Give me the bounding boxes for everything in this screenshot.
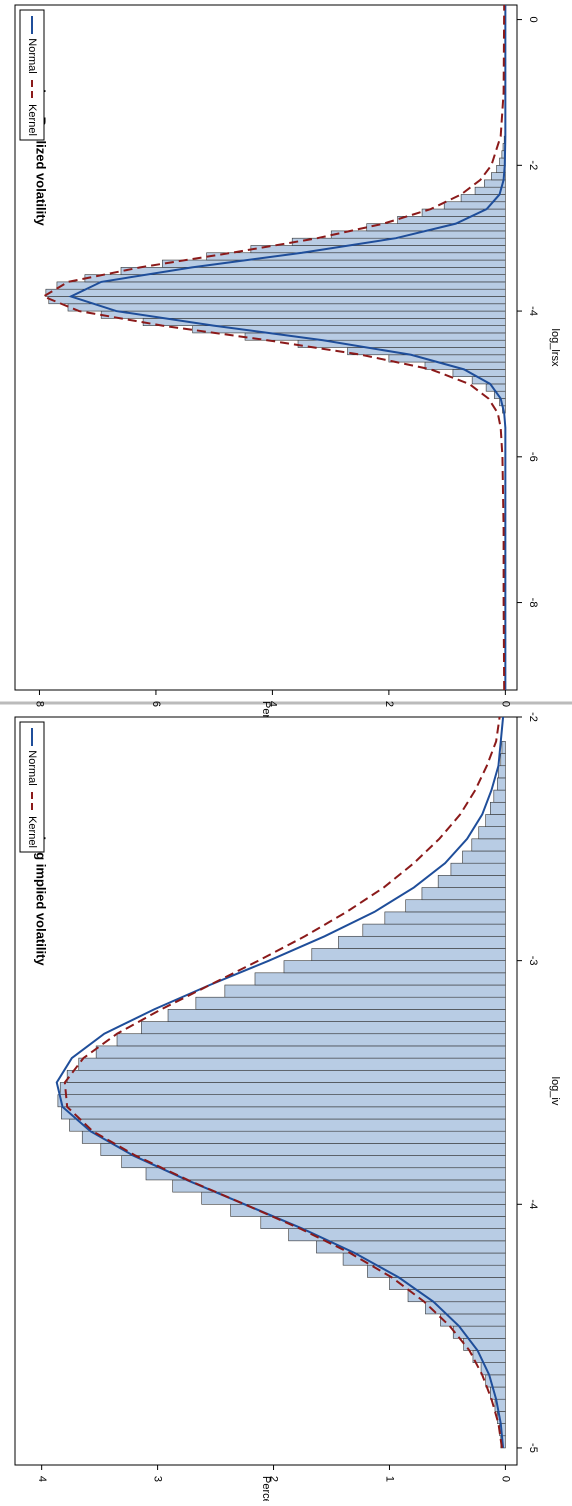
x-axis-label: log_lrsx	[549, 329, 561, 367]
x-tick-label: -6	[527, 452, 539, 462]
y-tick-label: 8	[34, 701, 46, 707]
histogram-bar	[59, 1082, 506, 1095]
histogram-bar	[100, 1143, 506, 1156]
x-tick-label: -2	[527, 160, 539, 170]
histogram-bar	[384, 911, 506, 925]
histogram-bar	[230, 1203, 506, 1217]
x-tick-label: -8	[527, 598, 539, 608]
histogram-bar	[141, 1021, 506, 1035]
y-tick-label: 4	[36, 1476, 48, 1482]
density-curve	[41, 4, 506, 691]
x-tick-label: -3	[527, 956, 539, 966]
histogram-bar	[471, 838, 506, 852]
y-tick-label: 0	[499, 701, 511, 707]
histogram-bar	[142, 318, 506, 326]
histogram-bar	[145, 1167, 506, 1181]
y-axis-label: Percent	[260, 1476, 272, 1501]
y-tick-label: 3	[152, 1476, 164, 1482]
histogram-bar	[283, 960, 506, 974]
histogram-bar	[437, 875, 506, 888]
histogram-bar	[254, 972, 506, 986]
histogram-bar	[56, 281, 506, 290]
histogram-bar	[490, 801, 506, 815]
legend-label: Kernel	[26, 104, 38, 136]
histogram-bar	[501, 741, 506, 754]
histogram-bar	[57, 1094, 506, 1108]
histogram-bar	[421, 887, 506, 901]
histogram-bar	[84, 274, 506, 283]
histogram-bar	[405, 899, 506, 913]
histogram-bar	[66, 1069, 506, 1083]
histogram-bar	[67, 303, 506, 312]
histogram-bar	[397, 216, 506, 224]
histogram-bar	[425, 1301, 506, 1315]
histogram-bar	[316, 1240, 506, 1254]
histogram-bar	[195, 996, 506, 1010]
histogram-bar	[288, 1228, 506, 1242]
histogram-bar	[48, 296, 506, 305]
x-tick-label: -4	[527, 1199, 539, 1209]
histogram-bar	[500, 753, 506, 767]
histogram-bar	[224, 984, 506, 998]
histogram-bar	[493, 789, 506, 803]
histogram-bar	[121, 1155, 506, 1169]
y-tick-label: 1	[384, 1476, 396, 1482]
x-axis-label: log_iv	[549, 1077, 561, 1106]
histogram-bar	[172, 1179, 506, 1193]
histogram-bar	[291, 237, 506, 246]
histogram-bar	[201, 1191, 506, 1205]
histogram-bar	[424, 361, 506, 370]
legend-label: Kernel	[26, 816, 38, 848]
histogram-bar	[167, 1009, 506, 1022]
histogram-bar	[421, 208, 506, 217]
histogram-bar	[338, 935, 506, 949]
histogram-bar	[496, 777, 506, 791]
histogram-bar	[443, 201, 506, 210]
histogram-bar	[61, 1106, 506, 1120]
histogram-bar	[78, 1057, 506, 1071]
histogram-bar	[388, 354, 506, 363]
histogram-bar	[81, 1130, 506, 1144]
histogram-bar	[311, 948, 506, 961]
density-curve	[55, 716, 505, 1449]
histogram-bar	[250, 245, 506, 254]
y-tick-label: 2	[383, 701, 395, 707]
histogram-bar	[366, 223, 506, 232]
histogram-bar	[498, 765, 506, 779]
density-curve	[68, 5, 507, 690]
chart-title: Log implied volatility	[34, 836, 49, 966]
histogram-bar	[452, 369, 506, 377]
histogram-bar	[116, 1033, 506, 1047]
density-curve	[63, 716, 503, 1449]
histogram-bar	[95, 1045, 506, 1059]
histogram-bar	[440, 1313, 506, 1327]
histogram-bar	[45, 288, 506, 297]
y-tick-label: 0	[500, 1476, 512, 1482]
y-tick-label: 2	[268, 1476, 280, 1482]
histogram-bar	[120, 267, 506, 275]
histogram-bar	[478, 826, 506, 840]
y-tick-label: 6	[150, 701, 162, 707]
y-tick-label: 4	[266, 701, 278, 707]
histogram-bar	[485, 814, 506, 827]
histogram-bar	[69, 1118, 506, 1132]
legend-label: Normal	[26, 750, 38, 785]
histogram-bar	[485, 1374, 506, 1388]
x-tick-label: -5	[527, 1443, 539, 1453]
x-tick-label: 0	[527, 17, 539, 23]
x-tick-label: -4	[527, 306, 539, 316]
histogram-bar	[450, 862, 506, 876]
legend-label: Normal	[26, 38, 38, 73]
x-tick-label: -2	[527, 712, 539, 722]
histogram-bar	[462, 850, 506, 864]
histogram-bar	[362, 923, 506, 937]
